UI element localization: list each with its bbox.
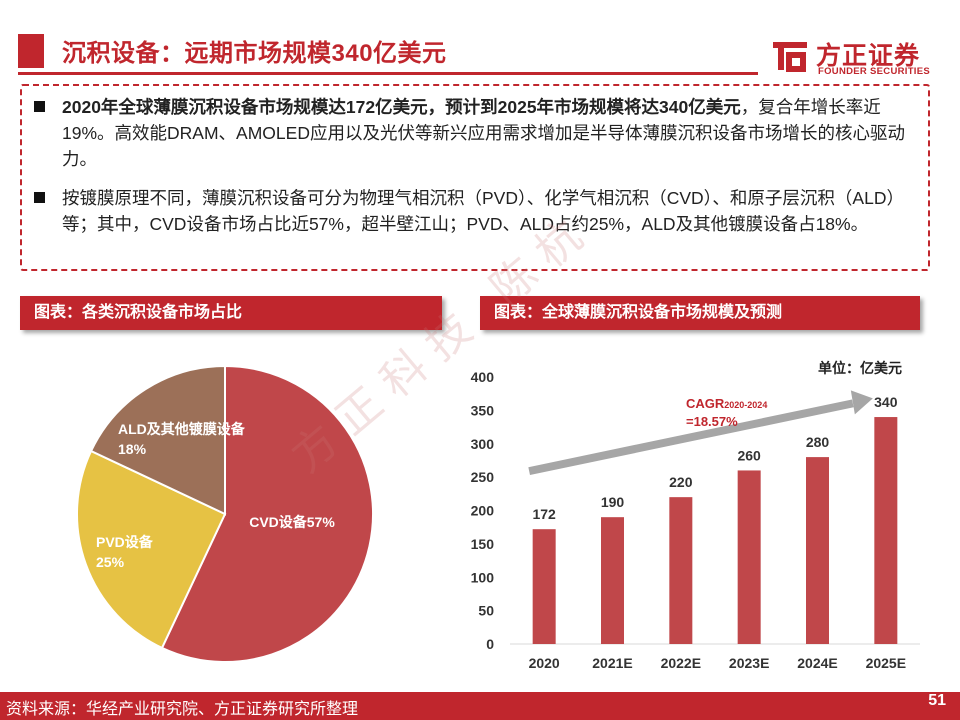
bar-2020 [532, 529, 556, 644]
summary-bullet-1: 2020年全球薄膜沉积设备市场规模达172亿美元，预计到2025年市场规模将达3… [34, 94, 918, 172]
bullet-1-text: ，复合年增长率近19%。高效能DRAM、AMOLED应用以及光伏等新兴应用需求增… [62, 97, 905, 169]
page-title: 沉积设备：远期市场规模340亿美元 [62, 40, 447, 67]
y-tick-label: 300 [471, 436, 495, 452]
cagr-arrow-head-icon [850, 390, 873, 415]
pie-slice-2 [76, 449, 227, 650]
bar-2023E [737, 470, 761, 644]
y-tick-label: 0 [486, 636, 494, 652]
pie-slice-3 [89, 364, 226, 516]
bar-value-label: 220 [669, 474, 693, 490]
bar-2024E [806, 457, 829, 644]
footer-bar [0, 692, 960, 720]
company-logo: 方正证券 FOUNDER SECURITIES [770, 36, 942, 80]
deposition-share-pie-chart: CVD设备57% PVD设备 25% ALD及其他镀膜设备 18% [76, 364, 374, 663]
bar-2021E [601, 517, 624, 644]
bullet-2-text: 按镀膜原理不同，薄膜沉积设备可分为物理气相沉积（PVD）、化学气相沉积（CVD）… [62, 188, 904, 234]
bar-value-label: 260 [737, 447, 761, 463]
bullet-square-icon [34, 192, 45, 203]
x-tick-label: 2025E [866, 655, 906, 671]
title-accent-bar [18, 34, 44, 68]
summary-bullet-2: 按镀膜原理不同，薄膜沉积设备可分为物理气相沉积（PVD）、化学气相沉积（CVD）… [34, 185, 918, 237]
bar-value-label: 340 [874, 394, 898, 410]
cagr-label: CAGR2020-2024 [686, 396, 767, 411]
cagr-value: =18.57% [686, 414, 738, 429]
y-tick-label: 100 [471, 569, 495, 585]
founder-logo-icon [773, 42, 807, 72]
cagr-trend-arrow [528, 399, 854, 476]
logo-chinese-name: 方正证券 [816, 42, 921, 70]
x-tick-label: 2020 [529, 655, 560, 671]
y-tick-label: 250 [471, 469, 495, 485]
bar-2022E [669, 497, 693, 644]
unit-label: 单位：亿美元 [818, 360, 902, 376]
bar-2025E [874, 417, 898, 644]
market-size-bar-chart: 0 50 100 150 200 250 300 350 400 单位：亿美元 172 2020 190… [471, 360, 920, 671]
y-tick-label: 350 [471, 402, 495, 418]
bar-value-label: 172 [532, 506, 556, 522]
pie-slice-label-1: CVD设备57% [249, 514, 335, 530]
pie-slice-label-2: PVD设备 25% [96, 534, 154, 570]
page-number: 51 [928, 692, 946, 709]
bar-value-label: 280 [806, 434, 830, 450]
bar-value-label: 190 [601, 494, 625, 510]
y-tick-label: 150 [471, 536, 495, 552]
x-tick-label: 2023E [729, 655, 769, 671]
y-tick-label: 400 [471, 369, 495, 385]
bullet-1-highlight: 2020年全球薄膜沉积设备市场规模达172亿美元，预计到2025年市场规模将达3… [62, 97, 741, 117]
logo-english-name: FOUNDER SECURITIES [818, 66, 931, 77]
source-note: 资料来源：华经产业研究院、方正证券研究所整理 [6, 701, 359, 718]
y-tick-label: 200 [471, 503, 495, 519]
pie-chart-header: 图表：各类沉积设备市场占比 [20, 296, 442, 330]
y-tick-label: 50 [478, 603, 494, 619]
x-tick-label: 2022E [661, 655, 701, 671]
x-tick-label: 2024E [797, 655, 837, 671]
summary-box: 2020年全球薄膜沉积设备市场规模达172亿美元，预计到2025年市场规模将达3… [20, 84, 930, 271]
title-underline [18, 72, 758, 75]
bar-chart-header: 图表：全球薄膜沉积设备市场规模及预测 [480, 296, 920, 330]
x-tick-label: 2021E [592, 655, 632, 671]
pie-slice-1 [160, 364, 374, 663]
pie-slice-label-3: ALD及其他镀膜设备 18% [118, 421, 246, 457]
bullet-square-icon [34, 101, 45, 112]
